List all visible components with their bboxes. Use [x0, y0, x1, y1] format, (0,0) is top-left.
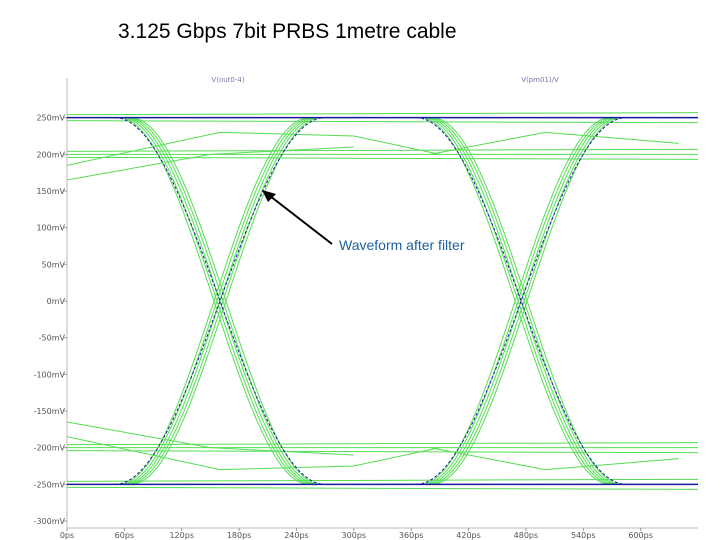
x-tick-label: 300ps — [342, 531, 367, 540]
x-tick-label: 240ps — [284, 531, 309, 540]
x-tick-label: 360ps — [399, 531, 424, 540]
blue-falling-edge — [416, 117, 627, 485]
blue-rising-edge — [416, 117, 627, 485]
green-level-band — [66, 156, 699, 160]
blue-falling-edge — [114, 117, 326, 485]
green-level-band — [66, 450, 699, 454]
green-eye-traces — [66, 112, 699, 490]
y-tick-label: 150mV — [36, 187, 65, 196]
green-level-band — [66, 148, 699, 152]
blue-reference-traces — [67, 116, 698, 486]
y-tick-label: 250mV — [36, 114, 65, 123]
x-tick-label: 180ps — [227, 531, 252, 540]
green-upper-drift — [66, 131, 440, 166]
green-rising-edge — [118, 117, 310, 485]
y-tick-label: -300mV — [34, 517, 66, 526]
y-tick-label: -200mV — [34, 444, 66, 453]
green-upper-drift — [66, 146, 354, 181]
legend: V(out0-4) V(pm01)/V — [211, 76, 559, 84]
annotation-arrow-line — [269, 195, 333, 245]
x-tick-label: 0ps — [60, 531, 74, 540]
x-axis-ticks: 0ps 60ps 120ps 180ps 240ps 300ps 360ps 420ps 480… — [60, 528, 653, 540]
y-tick-label: 0mV — [47, 297, 66, 306]
green-level-band — [66, 112, 699, 116]
y-tick-label: 200mV — [36, 150, 65, 159]
x-tick-label: 420ps — [456, 531, 481, 540]
blue-rising-edge — [114, 117, 326, 485]
y-tick-label: -250mV — [34, 480, 66, 489]
y-tick-label: -100mV — [34, 370, 66, 379]
x-tick-label: 60ps — [115, 531, 134, 540]
x-tick-label: 120ps — [169, 531, 194, 540]
green-level-band — [66, 442, 699, 446]
y-axis-ticks: 250mV 200mV 150mV 100mV 50mV 0mV -50mV -100mV -1… — [34, 114, 67, 526]
legend-item: V(out0-4) — [211, 76, 244, 84]
green-rising-edge — [432, 117, 623, 485]
green-rising-edge — [127, 117, 319, 485]
y-tick-label: 50mV — [42, 260, 66, 269]
x-tick-label: 480ps — [514, 531, 539, 540]
chart-title: 3.125 Gbps 7bit PRBS 1metre cable — [118, 20, 457, 43]
green-lower-drift — [66, 421, 354, 456]
green-lower-drift — [66, 436, 440, 471]
annotation-arrow-head — [262, 190, 276, 202]
x-tick-label: 540ps — [571, 531, 596, 540]
green-rising-edge — [130, 117, 322, 485]
green-rising-edge — [423, 117, 614, 485]
green-rising-edge — [121, 117, 313, 485]
green-level-band — [66, 120, 699, 124]
green-upper-drift — [430, 131, 679, 155]
y-tick-label: 100mV — [36, 224, 65, 233]
annotation: Waveform after filter — [262, 190, 465, 253]
green-rising-edge — [426, 117, 617, 485]
annotation-label: Waveform after filter — [339, 237, 465, 253]
green-rising-edge — [420, 117, 611, 485]
green-rising-edge — [124, 117, 316, 485]
green-rising-edge — [429, 117, 620, 485]
y-tick-label: -150mV — [34, 407, 66, 416]
plot-frame — [66, 78, 698, 529]
legend-item: V(pm01)/V — [521, 76, 559, 84]
green-lower-drift — [430, 447, 679, 471]
green-level-band — [66, 486, 699, 490]
y-tick-label: -50mV — [39, 334, 66, 343]
green-level-band — [66, 478, 699, 482]
x-tick-label: 600ps — [628, 531, 653, 540]
